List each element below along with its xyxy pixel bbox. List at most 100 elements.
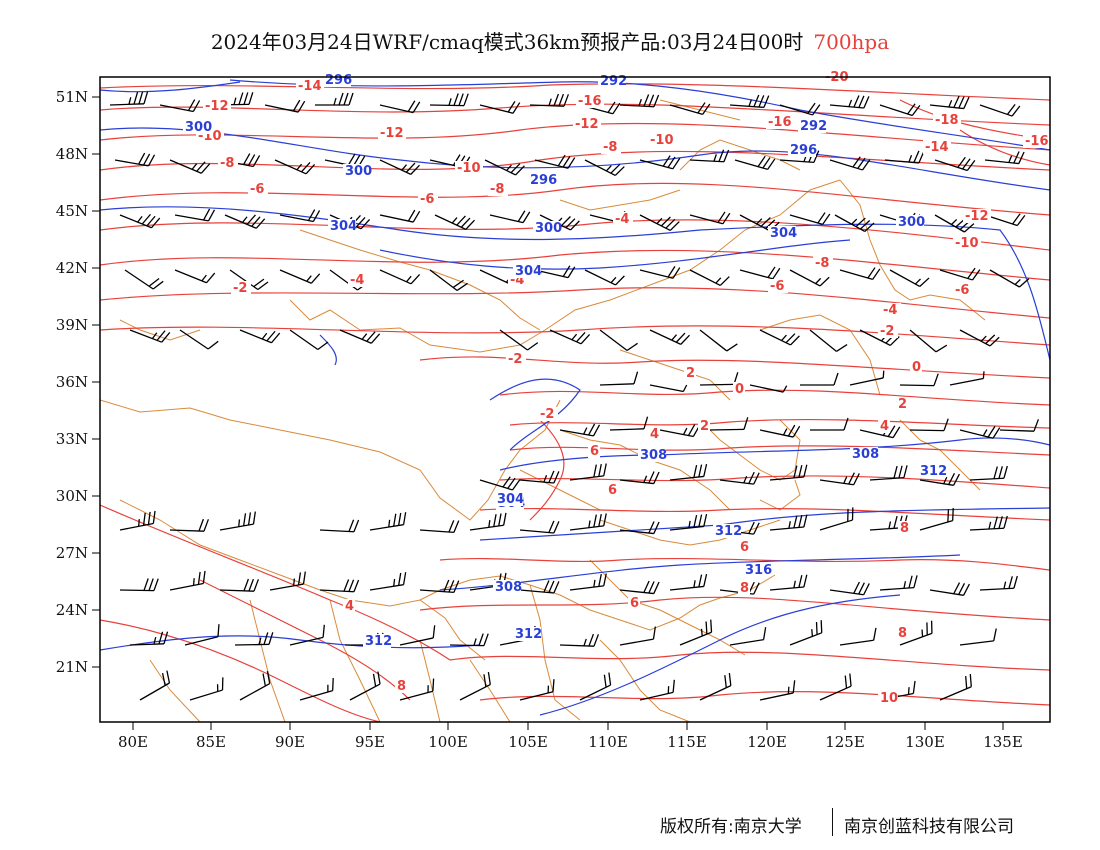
temperature-label: 8 <box>397 679 406 694</box>
wind-barb <box>929 95 970 110</box>
wind-barb <box>584 159 625 177</box>
y-tick-label: 36N <box>56 373 88 391</box>
temperature-label: -2 <box>233 281 247 296</box>
height-label: 312 <box>515 627 542 642</box>
wind-barb <box>109 91 149 106</box>
wind-barb <box>399 678 435 701</box>
wind-barb <box>264 99 306 113</box>
temperature-label: 0 <box>735 382 744 397</box>
wind-barb <box>899 373 939 387</box>
height-label: 300 <box>535 221 562 236</box>
temperature-label: 10 <box>880 691 898 706</box>
temperature-label: -6 <box>770 279 784 294</box>
wind-barb <box>239 329 281 344</box>
height-label: 308 <box>495 580 522 595</box>
wind-barb <box>834 214 875 233</box>
x-tick-label: 120E <box>747 733 787 751</box>
wind-barb <box>759 680 796 701</box>
temperature-label: -4 <box>350 273 364 288</box>
wind-barb <box>949 371 985 386</box>
y-tick-label: 33N <box>56 430 88 448</box>
wind-barb <box>619 626 656 646</box>
temperature-label: -12 <box>205 99 229 114</box>
wind-barb <box>689 149 730 163</box>
temperature-label: -8 <box>603 140 617 155</box>
wind-barb <box>829 95 870 109</box>
temperature-label: 4 <box>650 427 659 442</box>
x-tick-label: 80E <box>118 733 148 751</box>
temperature-label: -2 <box>880 324 894 339</box>
wind-barb <box>939 674 972 701</box>
wind-barb <box>959 425 1001 439</box>
height-label: 296 <box>325 73 352 88</box>
wind-barb <box>569 573 607 591</box>
wind-barb <box>269 571 306 591</box>
wind-barb <box>739 266 781 280</box>
temperature-label: -4 <box>883 303 897 318</box>
wind-barb <box>534 154 576 169</box>
temperature-label: 4 <box>880 419 889 434</box>
temperature-label: 4 <box>345 599 354 614</box>
wind-barb <box>219 511 256 531</box>
wind-barb <box>669 573 708 591</box>
map-title: 2024年03月24日WRF/cmaq模式36km预报产品:03月24日00时 7… <box>0 26 1100 55</box>
wind-barb <box>919 473 960 486</box>
wind-barb <box>459 671 491 701</box>
wind-barb <box>519 470 560 484</box>
height-label: 312 <box>715 524 742 539</box>
wind-barb <box>119 213 161 229</box>
y-tick-label: 27N <box>56 544 88 562</box>
y-tick-label: 51N <box>56 88 88 106</box>
temperature-label: 8 <box>898 626 907 641</box>
temperature-label: 6 <box>590 444 599 459</box>
copyright-company: 南京创蓝科技有限公司 <box>844 817 1014 837</box>
wind-barb <box>519 580 560 594</box>
wind-barb <box>499 329 539 351</box>
wind-barb <box>759 424 801 438</box>
x-tick-label: 135E <box>983 733 1023 751</box>
wind-barb <box>884 150 925 164</box>
x-tick-label: 90E <box>275 733 305 751</box>
x-tick-label: 110E <box>588 733 628 751</box>
footer-separator <box>832 808 833 836</box>
wind-barb <box>829 156 871 171</box>
wind-barb <box>279 269 321 284</box>
wind-barb <box>919 507 954 531</box>
wind-barb <box>839 267 881 280</box>
wind-barb <box>869 465 908 481</box>
wind-barb <box>519 679 555 701</box>
wind-barb <box>829 581 870 596</box>
wind-barb <box>809 329 848 352</box>
wind-barb <box>289 329 329 351</box>
y-tick-label: 45N <box>56 202 88 220</box>
wind-barb <box>279 209 321 223</box>
wind-barb <box>419 520 460 534</box>
wind-barb <box>729 627 767 646</box>
temperature-label: -2 <box>508 352 522 367</box>
wind-barb <box>779 102 821 116</box>
wind-barb <box>819 507 854 531</box>
wind-barb <box>559 633 600 647</box>
wind-barb <box>139 670 171 701</box>
wind-barb <box>369 572 407 591</box>
height-label: 300 <box>345 164 372 179</box>
wind-barb <box>639 265 681 279</box>
wind-barb <box>114 152 156 167</box>
wind-barb <box>434 214 475 230</box>
wind-barb <box>849 370 885 386</box>
temperature-label: -10 <box>650 133 674 148</box>
temperature-label: 0 <box>912 360 921 375</box>
wind-barb <box>789 620 823 646</box>
x-tick-label: 115E <box>667 733 707 751</box>
wind-barb <box>529 93 570 107</box>
temperature-label: -4 <box>615 212 629 227</box>
height-label: 300 <box>185 120 212 135</box>
wind-barb <box>579 672 612 701</box>
x-axis-ticks: 80E 85E 90E 95E 100E 105E 110E 115E 120E 125E 130E… <box>118 722 1023 751</box>
wind-barb <box>879 575 918 591</box>
wind-barb <box>649 329 690 345</box>
height-label: 304 <box>497 492 524 507</box>
height-label: 308 <box>852 447 879 462</box>
wind-barb <box>569 463 607 481</box>
wind-barb <box>129 631 169 646</box>
